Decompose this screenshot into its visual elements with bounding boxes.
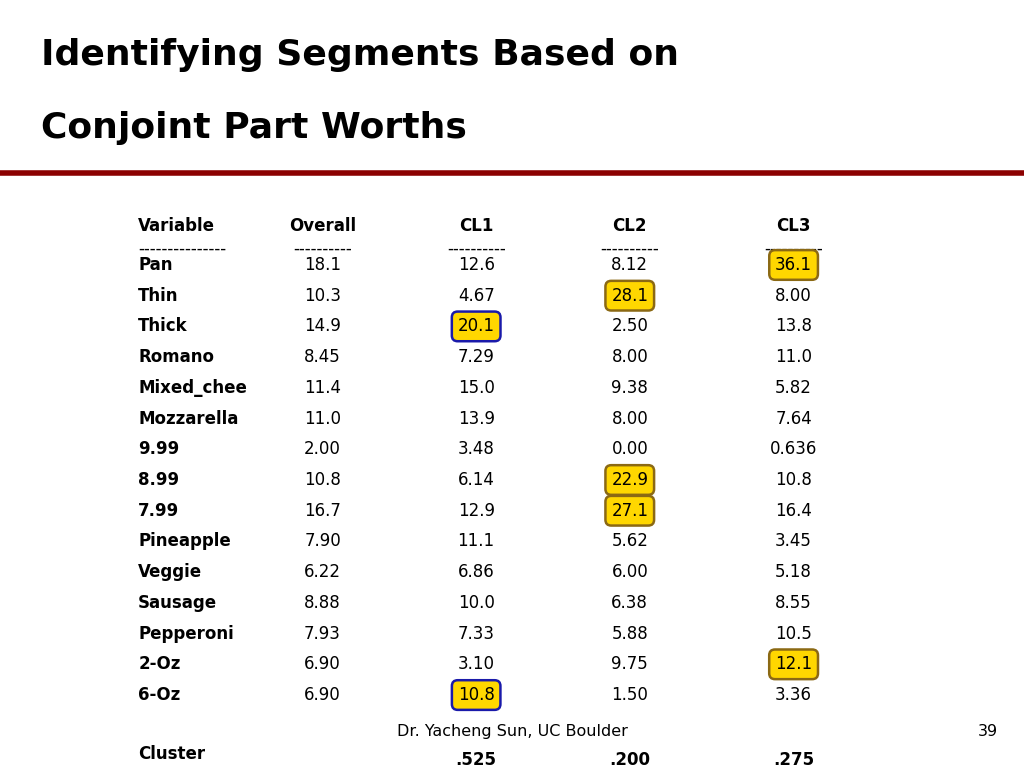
Text: Romano: Romano	[138, 348, 214, 366]
Text: 11.0: 11.0	[775, 348, 812, 366]
Text: 13.8: 13.8	[775, 317, 812, 336]
Text: 0.636: 0.636	[770, 440, 817, 458]
Text: Sausage: Sausage	[138, 594, 217, 612]
Text: 20.1: 20.1	[458, 317, 495, 336]
Text: Thick: Thick	[138, 317, 187, 336]
Text: 6.90: 6.90	[304, 686, 341, 704]
Text: 28.1: 28.1	[611, 286, 648, 305]
Text: 8.12: 8.12	[611, 256, 648, 274]
Text: 8.55: 8.55	[775, 594, 812, 612]
Text: 39: 39	[978, 723, 998, 739]
Text: 2.50: 2.50	[611, 317, 648, 336]
Text: 1.50: 1.50	[611, 686, 648, 704]
Text: 13.9: 13.9	[458, 409, 495, 428]
Text: 3.10: 3.10	[458, 655, 495, 674]
Text: Mozzarella: Mozzarella	[138, 409, 239, 428]
Text: 6.14: 6.14	[458, 471, 495, 489]
Text: 6.90: 6.90	[304, 655, 341, 674]
Text: 11.0: 11.0	[304, 409, 341, 428]
Text: 8.45: 8.45	[304, 348, 341, 366]
Text: 10.3: 10.3	[304, 286, 341, 305]
Text: 16.7: 16.7	[304, 502, 341, 520]
Text: Mixed_chee: Mixed_chee	[138, 379, 247, 397]
Text: Thin: Thin	[138, 286, 179, 305]
Text: 7.33: 7.33	[458, 624, 495, 643]
Text: 10.0: 10.0	[458, 594, 495, 612]
Text: 5.62: 5.62	[611, 532, 648, 551]
Text: 15.0: 15.0	[458, 379, 495, 397]
Text: 10.8: 10.8	[775, 471, 812, 489]
Text: ----------: ----------	[446, 240, 506, 257]
Text: 22.9: 22.9	[611, 471, 648, 489]
Text: 6.22: 6.22	[304, 563, 341, 581]
Text: 2-Oz: 2-Oz	[138, 655, 180, 674]
Text: ----------: ----------	[293, 240, 352, 257]
Text: CL3: CL3	[776, 217, 811, 234]
Text: Pepperoni: Pepperoni	[138, 624, 234, 643]
Text: 36.1: 36.1	[775, 256, 812, 274]
Text: Dr. Yacheng Sun, UC Boulder: Dr. Yacheng Sun, UC Boulder	[396, 723, 628, 739]
Text: 9.38: 9.38	[611, 379, 648, 397]
Text: 14.9: 14.9	[304, 317, 341, 336]
Text: Identifying Segments Based on: Identifying Segments Based on	[41, 38, 679, 72]
Text: 5.88: 5.88	[611, 624, 648, 643]
Text: 7.64: 7.64	[775, 409, 812, 428]
Text: ---------------: ---------------	[138, 240, 226, 257]
Text: ----------: ----------	[600, 240, 659, 257]
Text: 27.1: 27.1	[611, 502, 648, 520]
Text: 6.00: 6.00	[611, 563, 648, 581]
Text: 10.8: 10.8	[458, 686, 495, 704]
Text: 11.1: 11.1	[458, 532, 495, 551]
Text: 2.00: 2.00	[304, 440, 341, 458]
Text: Variable: Variable	[138, 217, 215, 234]
Text: CL2: CL2	[612, 217, 647, 234]
Text: 0.00: 0.00	[611, 440, 648, 458]
Text: 7.90: 7.90	[304, 532, 341, 551]
Text: 12.6: 12.6	[458, 256, 495, 274]
Text: 7.29: 7.29	[458, 348, 495, 366]
Text: .525: .525	[456, 751, 497, 768]
Text: 18.1: 18.1	[304, 256, 341, 274]
Text: Veggie: Veggie	[138, 563, 203, 581]
Text: 9.99: 9.99	[138, 440, 179, 458]
Text: 11.4: 11.4	[304, 379, 341, 397]
Text: 8.00: 8.00	[611, 409, 648, 428]
Text: 8.00: 8.00	[611, 348, 648, 366]
Text: 5.18: 5.18	[775, 563, 812, 581]
Text: 3.45: 3.45	[775, 532, 812, 551]
Text: 5.82: 5.82	[775, 379, 812, 397]
Text: Cluster: Cluster	[138, 745, 206, 763]
Text: Overall: Overall	[289, 217, 356, 234]
Text: 8.00: 8.00	[775, 286, 812, 305]
Text: Pan: Pan	[138, 256, 173, 274]
Text: Pineapple: Pineapple	[138, 532, 231, 551]
Text: 12.9: 12.9	[458, 502, 495, 520]
Text: 6.86: 6.86	[458, 563, 495, 581]
Text: .200: .200	[609, 751, 650, 768]
Text: CL1: CL1	[459, 217, 494, 234]
Text: 7.93: 7.93	[304, 624, 341, 643]
Text: 16.4: 16.4	[775, 502, 812, 520]
Text: 6.38: 6.38	[611, 594, 648, 612]
Text: 3.48: 3.48	[458, 440, 495, 458]
Text: 9.75: 9.75	[611, 655, 648, 674]
Text: .275: .275	[773, 751, 814, 768]
Text: Conjoint Part Worths: Conjoint Part Worths	[41, 111, 467, 145]
Text: 10.5: 10.5	[775, 624, 812, 643]
Text: 8.99: 8.99	[138, 471, 179, 489]
Text: 4.67: 4.67	[458, 286, 495, 305]
Text: 10.8: 10.8	[304, 471, 341, 489]
Text: 7.99: 7.99	[138, 502, 179, 520]
Text: ----------: ----------	[764, 240, 823, 257]
Text: 8.88: 8.88	[304, 594, 341, 612]
Text: 12.1: 12.1	[775, 655, 812, 674]
Text: 3.36: 3.36	[775, 686, 812, 704]
Text: 6-Oz: 6-Oz	[138, 686, 180, 704]
